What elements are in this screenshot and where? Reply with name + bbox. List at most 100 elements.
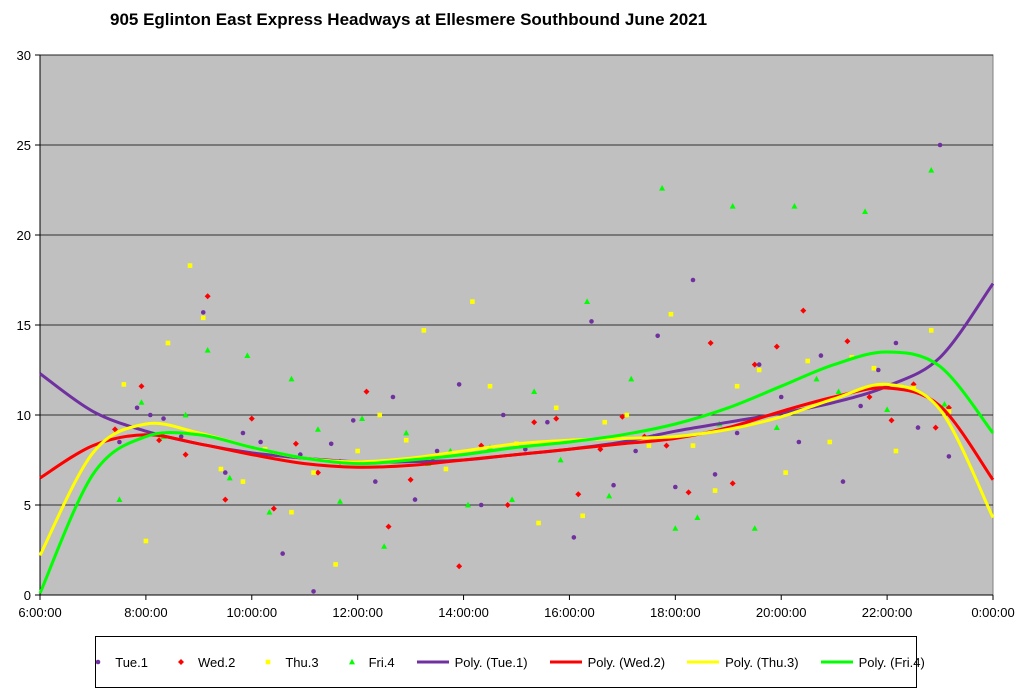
point-fri-4 <box>729 203 736 209</box>
point-tue-1 <box>712 472 718 477</box>
point-wed-2 <box>407 476 414 483</box>
x-tick-label: 6:00:00 <box>18 605 61 620</box>
point-fri-4 <box>464 501 471 508</box>
point-thu-3 <box>165 340 171 346</box>
point-thu-3 <box>946 409 952 414</box>
point-wed-2 <box>182 451 189 458</box>
point-wed-2 <box>456 563 463 570</box>
point-tue-1 <box>478 502 484 508</box>
legend-symbol <box>687 660 720 664</box>
legend-item-wed-2: Wed.2 <box>170 655 235 670</box>
y-tick-label: 30 <box>17 48 31 63</box>
point-fri-4 <box>226 474 233 481</box>
point-tue-1 <box>545 419 550 425</box>
point-fri-4 <box>138 399 145 405</box>
point-wed-2 <box>531 419 538 426</box>
y-tick-label: 0 <box>24 588 31 603</box>
point-fri-4 <box>773 424 780 430</box>
legend-symbol <box>820 660 853 664</box>
point-tue-1 <box>240 430 246 436</box>
point-tue-1 <box>117 439 122 445</box>
point-thu-3 <box>783 470 788 475</box>
y-tick-label: 5 <box>24 498 31 513</box>
point-tue-1 <box>456 382 462 387</box>
point-fri-4 <box>359 415 366 421</box>
point-wed-2 <box>248 415 255 422</box>
point-fri-4 <box>337 498 344 504</box>
point-fri-4 <box>584 298 591 304</box>
point-fri-4 <box>182 411 189 418</box>
point-fri-4 <box>606 492 613 499</box>
point-tue-1 <box>915 425 921 430</box>
point-wed-2 <box>773 343 780 350</box>
point-thu-3 <box>756 367 762 373</box>
point-tue-1 <box>655 333 660 339</box>
point-wed-2 <box>866 394 873 400</box>
legend-item-tue-1: Tue.1 <box>87 655 148 670</box>
point-tue-1 <box>946 454 952 459</box>
point-thu-3 <box>690 443 696 448</box>
point-tue-1 <box>589 319 594 324</box>
trend-lines <box>38 282 995 594</box>
legend-item-poly-fri-4: Poly. (Fri.4) <box>820 655 925 670</box>
legend-label: Wed.2 <box>198 654 236 670</box>
point-wed-2 <box>800 307 807 314</box>
legend: Tue.1 Wed.2 Thu.3 Fri.4 Poly. (Tue.1) Poly. (… <box>95 636 925 688</box>
point-tue-1 <box>673 484 678 490</box>
point-tue-1 <box>893 340 899 346</box>
legend-label: Poly. (Thu.3) <box>725 654 799 670</box>
point-fri-4 <box>531 388 538 394</box>
point-tue-1 <box>280 551 285 556</box>
point-wed-2 <box>685 489 692 496</box>
chart-title: 905 Eglinton East Express Headways at El… <box>110 10 708 29</box>
point-tue-1 <box>390 394 396 400</box>
point-tue-1 <box>148 412 153 418</box>
point-wed-2 <box>553 415 560 422</box>
point-tue-1 <box>796 439 802 445</box>
point-wed-2 <box>156 437 163 444</box>
point-thu-3 <box>928 328 934 333</box>
y-tick-label: 20 <box>17 228 31 243</box>
point-tue-1 <box>161 416 166 421</box>
point-tue-1 <box>178 434 184 439</box>
gridlines <box>40 54 993 506</box>
point-fri-4 <box>751 525 758 531</box>
legend-symbol <box>348 658 355 665</box>
point-fri-4 <box>672 525 679 531</box>
point-tue-1 <box>756 362 762 367</box>
trendline-poly-thu-3 <box>38 382 995 557</box>
point-tue-1 <box>434 448 440 454</box>
point-thu-3 <box>871 365 877 371</box>
y-tick-label: 15 <box>17 318 31 333</box>
point-tue-1 <box>875 367 881 373</box>
point-tue-1 <box>500 412 506 418</box>
point-fri-4 <box>509 496 516 502</box>
point-fri-4 <box>381 543 388 549</box>
chart: 0 5 10 15 20 25 30 6:00:00 8:00:00 10:00:00 12:00:… <box>17 48 1015 620</box>
point-wed-2 <box>138 383 145 390</box>
axes <box>35 54 994 600</box>
point-thu-3 <box>421 328 427 333</box>
x-tick-label: 0:00:00 <box>971 605 1014 620</box>
point-thu-3 <box>893 448 899 454</box>
legend-label: Poly. (Tue.1) <box>454 654 528 670</box>
point-thu-3 <box>333 562 338 567</box>
point-thu-3 <box>121 382 127 387</box>
point-fri-4 <box>862 208 869 214</box>
point-thu-3 <box>712 488 718 493</box>
point-wed-2 <box>270 505 277 512</box>
legend-item-poly-wed-2: Poly. (Wed.2) <box>549 655 665 670</box>
point-fri-4 <box>928 167 935 173</box>
point-tue-1 <box>633 448 638 454</box>
point-fri-4 <box>628 375 635 382</box>
point-thu-3 <box>355 448 360 454</box>
trendline-poly-fri-4 <box>38 350 995 594</box>
legend-symbol <box>549 660 582 664</box>
point-fri-4 <box>694 514 701 520</box>
legend-marker <box>178 659 184 665</box>
point-tue-1 <box>311 589 316 594</box>
legend-label: Fri.4 <box>368 654 395 670</box>
point-wed-2 <box>844 338 851 345</box>
point-fri-4 <box>659 185 666 191</box>
point-wed-2 <box>575 491 582 498</box>
